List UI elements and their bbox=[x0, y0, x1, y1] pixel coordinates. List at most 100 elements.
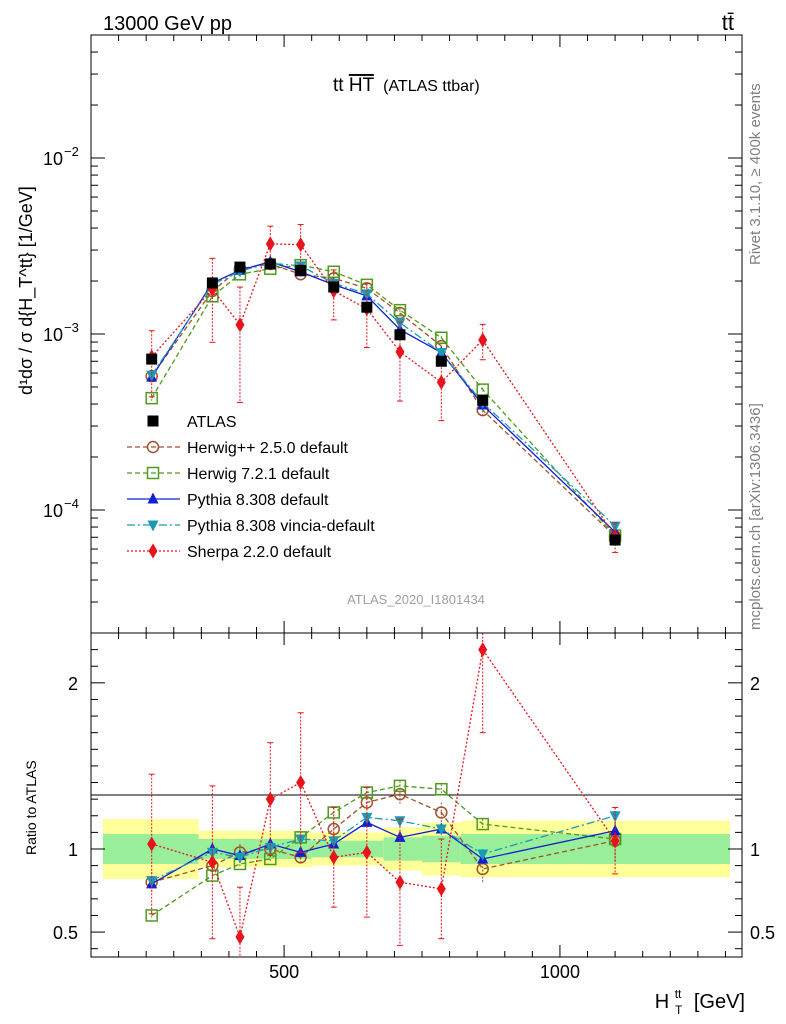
main-ticks: 10−210−310−4 bbox=[43, 34, 742, 645]
ratio-point bbox=[327, 806, 340, 819]
legend-label: Herwig++ 2.5.0 default bbox=[187, 440, 349, 457]
plot-title: tt HT (ATLAS ttbar) bbox=[333, 75, 480, 96]
stat-uncertainty-band bbox=[383, 837, 423, 861]
atlas-point bbox=[394, 329, 406, 341]
ratio-point bbox=[147, 836, 157, 852]
atlas-point bbox=[609, 534, 621, 546]
ratio-point bbox=[395, 874, 405, 890]
ratio-point bbox=[207, 854, 217, 870]
stat-uncertainty-band bbox=[311, 840, 384, 858]
y-tick-label: 10 bbox=[43, 149, 63, 169]
ratio-point bbox=[435, 824, 447, 836]
ratio-point bbox=[329, 849, 339, 865]
ratio-point bbox=[328, 836, 340, 848]
ratio-point bbox=[145, 909, 158, 922]
xlabel-main: H bbox=[655, 991, 669, 1013]
data-point bbox=[478, 332, 488, 348]
atlas-point bbox=[361, 301, 373, 313]
atlas-point bbox=[206, 277, 218, 289]
legend-label: Pythia 8.308 default bbox=[187, 492, 329, 509]
xlabel-unit: [GeV] bbox=[694, 991, 745, 1013]
rivet-label: Rivet 3.1.10, ≥ 400k events bbox=[747, 83, 764, 265]
ratio-point bbox=[360, 796, 374, 809]
main-series bbox=[145, 224, 622, 553]
header-right: tt̄ bbox=[722, 10, 734, 35]
ratio-series-3 bbox=[146, 807, 621, 888]
y-tick-label: 10 bbox=[43, 325, 63, 345]
ratio-point bbox=[394, 816, 406, 828]
ratio-point bbox=[360, 786, 374, 799]
ratio-panel: 500 1000 0.5 0.5 1 1 2 2 bbox=[53, 632, 775, 982]
ratio-point bbox=[295, 845, 307, 857]
atlas-data bbox=[146, 258, 621, 546]
plot-title-ht: HT bbox=[349, 75, 375, 96]
ratio-point bbox=[361, 812, 373, 824]
x-tick-label: 1000 bbox=[540, 962, 580, 982]
ratio-tick-label-left: 0.5 bbox=[53, 923, 78, 943]
data-point bbox=[393, 303, 407, 317]
data-point bbox=[435, 331, 448, 345]
ratio-point bbox=[477, 849, 489, 861]
ratio-tick-label-left: 1 bbox=[68, 840, 78, 860]
ratio-bands bbox=[103, 819, 730, 879]
data-point bbox=[296, 237, 306, 253]
series-ratio-line bbox=[151, 815, 616, 882]
ratio-tick-label-right: 0.5 bbox=[750, 923, 775, 943]
data-point bbox=[265, 236, 275, 252]
mcplots-label: mcplots.cern.ch [arXiv:1306.3436] bbox=[747, 403, 764, 630]
xlabel-sub: T bbox=[675, 1003, 683, 1017]
legend-marker bbox=[147, 492, 159, 504]
data-point bbox=[235, 317, 245, 333]
ratio-point bbox=[234, 852, 246, 864]
data-point bbox=[436, 374, 446, 390]
atlas-point bbox=[264, 258, 276, 270]
ratio-point bbox=[146, 876, 158, 888]
ratio-point bbox=[435, 806, 448, 819]
main-panel: 10−210−310−4 bbox=[43, 34, 743, 645]
xlabel-sup: tt bbox=[675, 987, 682, 1001]
analysis-id: ATLAS_2020_I1801434 bbox=[347, 592, 485, 607]
ratio-series bbox=[145, 632, 622, 958]
data-point bbox=[395, 344, 405, 360]
ratio-point bbox=[393, 779, 407, 793]
y-tick-base: 10 bbox=[43, 149, 63, 169]
ratio-point bbox=[436, 881, 446, 897]
ratio-point bbox=[235, 929, 245, 945]
ratio-frame bbox=[90, 632, 743, 958]
x-tick-label: 500 bbox=[269, 962, 299, 982]
y-tick-base: 10 bbox=[43, 501, 63, 521]
y-tick-exp: −3 bbox=[64, 320, 79, 335]
atlas-point bbox=[477, 394, 489, 406]
ylabel-main: d¹dσ / σ d{H_T^tt} [1/GeV] bbox=[16, 186, 37, 395]
legend-label: Sherpa 2.2.0 default bbox=[187, 544, 332, 561]
atlas-point bbox=[146, 353, 158, 365]
legend-marker bbox=[147, 520, 159, 532]
legend-marker bbox=[147, 415, 159, 427]
header-left: 13000 GeV pp bbox=[103, 13, 232, 35]
ratio-point bbox=[478, 642, 488, 658]
ylabel-ratio: Ratio to ATLAS bbox=[23, 760, 39, 855]
atlas-point bbox=[295, 264, 307, 276]
legend-marker bbox=[146, 466, 160, 480]
atlas-point bbox=[435, 355, 447, 367]
stat-uncertainty-band bbox=[460, 834, 730, 864]
ratio-ticks: 500 1000 0.5 0.5 1 1 2 2 bbox=[53, 649, 775, 982]
legend-label: Herwig 7.2.1 default bbox=[187, 466, 330, 483]
atlas-point bbox=[234, 261, 246, 273]
ratio-point bbox=[435, 782, 448, 796]
y-tick-exp: −4 bbox=[64, 496, 79, 511]
ratio-tick-label-right: 2 bbox=[750, 674, 760, 694]
legend-label: Pythia 8.308 vincia-default bbox=[187, 518, 375, 535]
legend-label: ATLAS bbox=[187, 414, 237, 431]
legend-marker bbox=[148, 543, 158, 559]
y-tick-label: 10 bbox=[43, 501, 63, 521]
legend: ATLAS Herwig++ 2.5.0 default Herwig 7.2.1 … bbox=[127, 414, 375, 561]
ratio-point bbox=[476, 817, 489, 831]
ratio-point bbox=[296, 775, 306, 791]
y-tick-exp: −2 bbox=[64, 144, 79, 159]
series-ratio-line bbox=[151, 647, 616, 940]
xlabel: H tt T [GeV] bbox=[655, 981, 745, 1019]
ratio-point bbox=[609, 811, 621, 823]
ratio-tick-label-right: 1 bbox=[750, 840, 760, 860]
